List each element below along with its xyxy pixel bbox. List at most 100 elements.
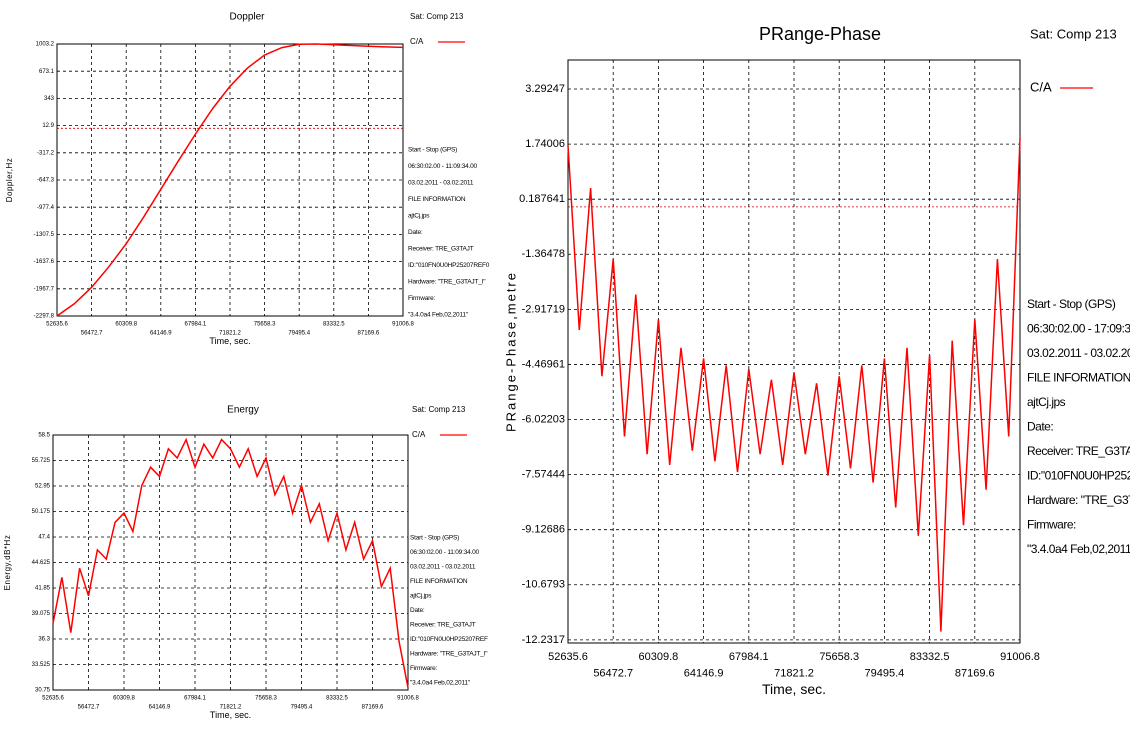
x-tick-label: 56472.7 bbox=[81, 330, 103, 336]
info-line: ID:"010FN0U0HP25207R bbox=[1027, 469, 1130, 483]
info-line: Date: bbox=[1027, 420, 1053, 434]
x-tick-label: 91006.8 bbox=[397, 695, 419, 701]
x-axis-label: Time, sec. bbox=[209, 336, 250, 346]
x-tick-label: 91006.8 bbox=[1000, 651, 1040, 663]
x-tick-label: 75658.3 bbox=[254, 321, 276, 327]
y-tick-label: -4.46961 bbox=[522, 358, 565, 370]
info-line: "3.4.0a4 Feb,02,2011" bbox=[1027, 542, 1130, 556]
legend-label: C/A bbox=[1030, 79, 1052, 94]
info-line: Hardware: "TRE_G3TAJT_I" bbox=[408, 279, 486, 286]
info-line: Firmware: bbox=[408, 295, 435, 302]
info-line: 06:30:02.00 - 17:09:34.00 bbox=[1027, 322, 1130, 336]
y-tick-label: -1637.6 bbox=[34, 259, 55, 265]
y-tick-label: -1.36478 bbox=[522, 248, 565, 260]
x-tick-label: 64146.9 bbox=[684, 668, 724, 680]
info-line: "3.4.0a4 Feb,02,2011" bbox=[410, 680, 471, 687]
x-tick-label: 83332.5 bbox=[323, 321, 345, 327]
y-tick-label: -6.02203 bbox=[522, 413, 565, 425]
info-line: Start - Stop (GPS) bbox=[1027, 297, 1116, 311]
x-tick-label: 75658.3 bbox=[819, 651, 859, 663]
y-tick-label: -2297.8 bbox=[34, 314, 55, 320]
x-tick-label: 91006.8 bbox=[392, 321, 414, 327]
data-line bbox=[52, 437, 409, 688]
x-axis-label: Time, sec. bbox=[762, 681, 826, 697]
sat-label: Sat: Comp 213 bbox=[410, 12, 464, 21]
y-tick-label: -1307.5 bbox=[34, 232, 55, 238]
info-line: 06:30:02.00 - 11:09:34.00 bbox=[408, 163, 478, 170]
info-line: ajtCj.jps bbox=[1027, 395, 1066, 409]
info-line: Date: bbox=[410, 607, 425, 614]
y-tick-label: 39.075 bbox=[32, 611, 51, 617]
y-axis-label: Doppler,Hz bbox=[5, 158, 14, 203]
y-tick-label: -7.57444 bbox=[522, 469, 565, 481]
y-tick-label: 33.525 bbox=[32, 662, 51, 668]
y-tick-label: 52.95 bbox=[35, 484, 51, 490]
x-tick-label: 79495.4 bbox=[865, 668, 905, 680]
info-line: Hardware: "TRE_G3TAJT_ bbox=[1027, 493, 1130, 507]
y-tick-label: 343 bbox=[44, 96, 55, 102]
chart-title: PRange-Phase bbox=[759, 24, 881, 44]
info-line: FILE INFORMATION bbox=[410, 578, 468, 585]
y-tick-label: -12.2317 bbox=[522, 634, 565, 646]
info-line: "3.4.0a4 Feb,02,2011" bbox=[408, 312, 469, 319]
x-tick-label: 67984.1 bbox=[729, 651, 769, 663]
x-tick-label: 52635.6 bbox=[42, 695, 64, 701]
x-axis-label: Time, sec. bbox=[210, 710, 251, 720]
x-tick-label: 71821.2 bbox=[219, 330, 241, 336]
x-tick-label: 60309.8 bbox=[113, 695, 135, 701]
info-line: FILE INFORMATION bbox=[408, 196, 466, 203]
legend-label: C/A bbox=[410, 37, 424, 46]
y-tick-label: -9.12686 bbox=[522, 524, 565, 536]
y-tick-label: 12.9 bbox=[42, 123, 54, 129]
legend-label: C/A bbox=[412, 430, 426, 439]
y-tick-label: -2.91719 bbox=[522, 303, 565, 315]
y-tick-label: -317.2 bbox=[37, 150, 55, 156]
info-line: 06:30:02.00 - 11:09:34.00 bbox=[410, 549, 480, 556]
info-line: Receiver: TRE_G3TAJT bbox=[1027, 444, 1130, 458]
chart-title: Doppler bbox=[229, 12, 265, 23]
info-line: ID:"010FN0U0HP25207REF bbox=[410, 636, 488, 643]
x-tick-label: 83332.5 bbox=[326, 695, 348, 701]
y-tick-label: 36.3 bbox=[38, 637, 50, 643]
info-line: Firmware: bbox=[1027, 518, 1076, 532]
x-tick-label: 87169.6 bbox=[358, 330, 380, 336]
info-line: Firmware: bbox=[410, 665, 437, 672]
y-tick-label: 41.85 bbox=[35, 586, 51, 592]
x-tick-label: 56472.7 bbox=[593, 668, 633, 680]
x-tick-label: 71821.2 bbox=[774, 668, 814, 680]
info-line: ajtCj.jps bbox=[408, 213, 430, 220]
y-tick-label: 44.625 bbox=[32, 560, 51, 566]
info-line: Receiver: TRE_G3TAJT bbox=[408, 246, 474, 253]
y-tick-label: 1003.2 bbox=[36, 42, 55, 48]
data-line bbox=[567, 138, 1021, 632]
y-tick-label: 55.725 bbox=[32, 458, 51, 464]
y-tick-label: 673.1 bbox=[39, 69, 55, 75]
info-line: 03.02.2011 - 03.02.2011 bbox=[410, 564, 476, 571]
x-tick-label: 79495.4 bbox=[291, 704, 313, 710]
x-tick-label: 52635.6 bbox=[46, 321, 68, 327]
x-tick-label: 56472.7 bbox=[78, 704, 100, 710]
x-tick-label: 67984.1 bbox=[185, 321, 207, 327]
x-tick-label: 64146.9 bbox=[149, 704, 171, 710]
y-tick-label: -10.6793 bbox=[522, 579, 565, 591]
info-line: Receiver: TRE_G3TAJT bbox=[410, 622, 476, 629]
sat-label: Sat: Comp 213 bbox=[1030, 26, 1117, 41]
y-tick-label: 0.187641 bbox=[519, 193, 565, 205]
info-line: Date: bbox=[408, 229, 423, 236]
x-tick-label: 83332.5 bbox=[910, 651, 950, 663]
info-line: Start - Stop (GPS) bbox=[408, 147, 457, 154]
y-tick-label: 50.175 bbox=[32, 509, 51, 515]
sat-label: Sat: Comp 213 bbox=[412, 405, 466, 414]
x-tick-label: 87169.6 bbox=[955, 668, 995, 680]
y-axis-label: PRange-Phase,metre bbox=[503, 271, 518, 432]
y-tick-label: 58.5 bbox=[38, 433, 50, 439]
data-line bbox=[56, 43, 404, 317]
chart-title: Energy bbox=[227, 405, 259, 416]
y-tick-label: -647.3 bbox=[37, 178, 55, 184]
y-tick-label: 47.4 bbox=[38, 535, 50, 541]
info-line: 03.02.2011 - 03.02.2011 bbox=[1027, 346, 1130, 360]
y-tick-label: 30.75 bbox=[35, 688, 51, 694]
info-line: 03.02.2011 - 03.02.2011 bbox=[408, 180, 474, 187]
y-tick-label: -977.4 bbox=[37, 205, 55, 211]
